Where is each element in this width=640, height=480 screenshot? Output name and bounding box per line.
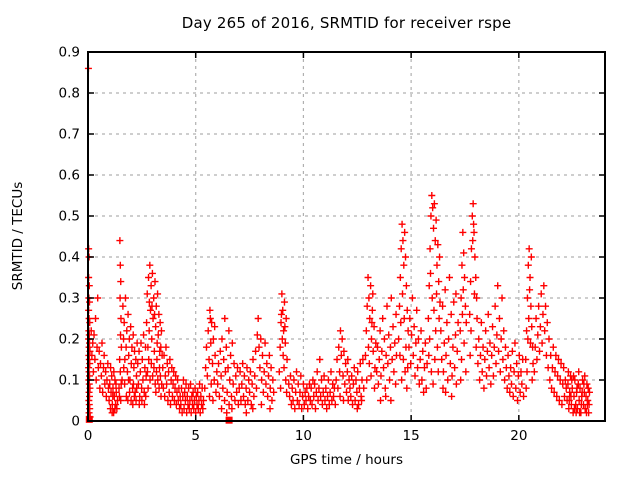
x-axis-label: GPS time / hours (289, 452, 404, 468)
y-tick-label: 0.6 (59, 168, 80, 184)
scatter-points (84, 64, 593, 421)
x-tick-label: 10 (295, 428, 312, 444)
plot-border (87, 51, 606, 422)
x-tick-label: 5 (191, 428, 200, 444)
y-tick-label: 0 (71, 414, 80, 430)
y-tick-label: 0.7 (59, 127, 80, 143)
axis-ticks (87, 51, 605, 422)
x-tick-label: 0 (84, 428, 93, 444)
y-tick-label: 0.9 (59, 45, 80, 61)
y-tick-label: 0.8 (59, 86, 80, 102)
y-tick-label: 0.4 (59, 250, 80, 266)
x-tick-label: 15 (403, 428, 420, 444)
gridlines (88, 52, 605, 421)
zero-value-squares (85, 415, 233, 424)
y-tick-label: 0.2 (59, 332, 80, 348)
chart-title: Day 265 of 2016, SRMTID for receiver rsp… (181, 14, 512, 32)
tick-labels: 0 0.1 0.2 0.3 0.4 0.5 0.6 0.7 0.8 0.9 0 5 10 15 20 (59, 45, 528, 445)
x-tick-label: 20 (510, 428, 527, 444)
zero-value-square-marker (85, 415, 93, 423)
y-tick-label: 0.5 (59, 209, 80, 225)
y-tick-label: 0.3 (59, 291, 80, 307)
y-tick-label: 0.1 (59, 373, 80, 389)
